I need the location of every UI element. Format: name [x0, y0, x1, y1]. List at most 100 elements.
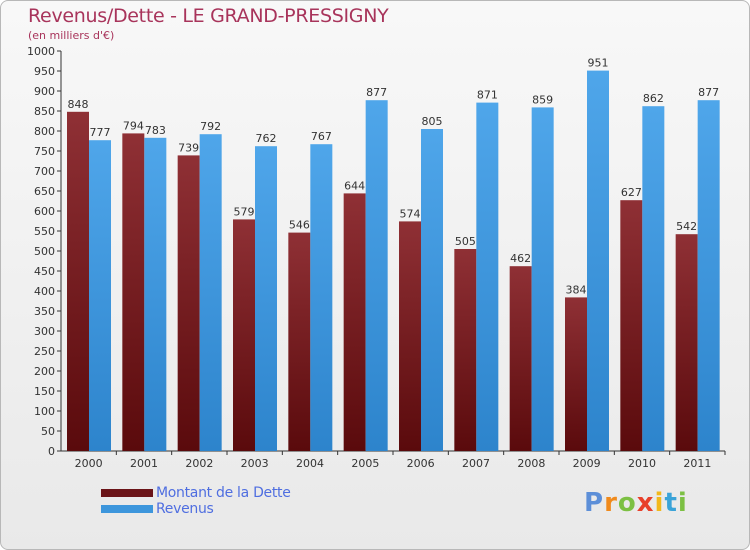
- proxiti-logo: Proxiti: [584, 488, 688, 518]
- value-label-dette: 542: [676, 220, 697, 233]
- value-label-revenus: 877: [366, 86, 387, 99]
- bar-dette: [233, 219, 255, 451]
- legend-label-dette: Montant de la Dette: [156, 485, 291, 501]
- bar-dette: [177, 155, 200, 451]
- bar-dette: [454, 249, 477, 451]
- value-label-revenus: 859: [532, 93, 553, 106]
- logo-letter: t: [664, 488, 678, 518]
- bar-dette: [675, 234, 698, 451]
- y-tick-label: 350: [34, 305, 55, 318]
- logo-letter: i: [677, 488, 688, 518]
- y-tick-label: 700: [34, 165, 55, 178]
- x-tick-label: 2001: [130, 457, 158, 470]
- logo-letter: x: [636, 488, 655, 518]
- x-tick-label: 2004: [296, 457, 324, 470]
- value-label-revenus: 805: [422, 115, 443, 128]
- value-label-dette: 505: [455, 235, 476, 248]
- chart-title: Revenus/Dette - LE GRAND-PRESSIGNY: [28, 5, 389, 27]
- y-tick-label: 200: [34, 365, 55, 378]
- y-tick-label: 600: [34, 205, 55, 218]
- y-tick-label: 400: [34, 285, 55, 298]
- logo-letter: P: [584, 488, 605, 518]
- bar-revenus: [310, 144, 333, 451]
- y-tick-label: 50: [41, 425, 55, 438]
- value-label-dette: 579: [234, 205, 255, 218]
- value-label-dette: 574: [400, 207, 421, 220]
- chart-subtitle: (en milliers d'€): [28, 29, 115, 42]
- y-tick-label: 1000: [27, 45, 55, 58]
- bar-dette: [509, 266, 532, 451]
- bar-revenus: [476, 102, 499, 451]
- value-label-dette: 794: [123, 119, 144, 132]
- bar-revenus: [199, 134, 222, 451]
- value-label-dette: 848: [68, 98, 89, 111]
- y-tick-label: 450: [34, 265, 55, 278]
- value-label-revenus: 783: [145, 124, 166, 137]
- y-tick-label: 900: [34, 85, 55, 98]
- y-tick-label: 550: [34, 225, 55, 238]
- value-label-dette: 627: [621, 186, 642, 199]
- bar-dette: [122, 133, 145, 451]
- bar-revenus: [89, 140, 111, 451]
- x-tick-label: 2010: [628, 457, 656, 470]
- x-tick-label: 2000: [75, 457, 103, 470]
- logo-letter: i: [654, 488, 665, 518]
- bar-dette: [67, 111, 89, 452]
- x-tick-label: 2007: [462, 457, 490, 470]
- value-label-revenus: 877: [698, 86, 719, 99]
- x-tick-label: 2006: [407, 457, 435, 470]
- axes: 0 50 100 150 200 250 300 350 400 450 500 550 600 650 7…: [27, 45, 726, 470]
- bar-dette: [343, 193, 366, 451]
- y-tick-label: 850: [34, 105, 55, 118]
- x-tick-label: 2003: [241, 457, 269, 470]
- x-tick-label: 2002: [185, 457, 213, 470]
- x-tick-label: 2009: [573, 457, 601, 470]
- x-tick-label: 2008: [517, 457, 545, 470]
- legend-label-revenus: Revenus: [156, 501, 214, 517]
- value-label-dette: 384: [566, 283, 587, 296]
- value-label-revenus: 762: [256, 132, 277, 145]
- value-label-revenus: 767: [311, 130, 332, 143]
- bar-dette: [399, 221, 421, 451]
- bar-revenus: [642, 106, 665, 451]
- value-label-dette: 546: [289, 219, 310, 232]
- value-label-dette: 462: [510, 252, 531, 265]
- legend-swatch-dette: [101, 489, 153, 497]
- y-tick-label: 150: [34, 385, 55, 398]
- y-tick-label: 250: [34, 345, 55, 358]
- bar-revenus: [587, 70, 609, 451]
- y-tick-label: 100: [34, 405, 55, 418]
- y-tick-label: 650: [34, 185, 55, 198]
- logo-letter: o: [617, 488, 637, 518]
- y-tick-label: 750: [34, 145, 55, 158]
- bar-revenus: [421, 129, 443, 451]
- y-tick-label: 950: [34, 65, 55, 78]
- value-label-revenus: 792: [200, 120, 221, 133]
- legend-swatch-revenus: [101, 505, 153, 513]
- value-labels-group: 848 794 739 579 546 644 574 505 462 384 627 542 777 7…: [68, 57, 720, 297]
- value-label-revenus: 871: [477, 89, 498, 102]
- bar-dette: [565, 297, 587, 451]
- x-tick-label: 2011: [683, 457, 711, 470]
- bars-group: [67, 70, 720, 452]
- y-tick-label: 300: [34, 325, 55, 338]
- y-tick-label: 800: [34, 125, 55, 138]
- value-label-revenus: 951: [588, 57, 609, 70]
- bar-revenus: [255, 146, 277, 451]
- bar-revenus: [531, 107, 554, 452]
- y-tick-label: 0: [48, 445, 55, 458]
- value-label-dette: 739: [178, 141, 199, 154]
- value-label-revenus: 777: [90, 126, 111, 139]
- bar-revenus: [144, 137, 167, 452]
- y-tick-label: 500: [34, 245, 55, 258]
- bar-revenus: [697, 100, 720, 451]
- value-label-dette: 644: [344, 179, 365, 192]
- bar-dette: [288, 232, 311, 451]
- x-tick-label: 2005: [351, 457, 379, 470]
- logo-letter: r: [604, 488, 618, 518]
- value-label-revenus: 862: [643, 92, 664, 105]
- bar-revenus: [365, 100, 388, 451]
- bar-dette: [620, 200, 643, 451]
